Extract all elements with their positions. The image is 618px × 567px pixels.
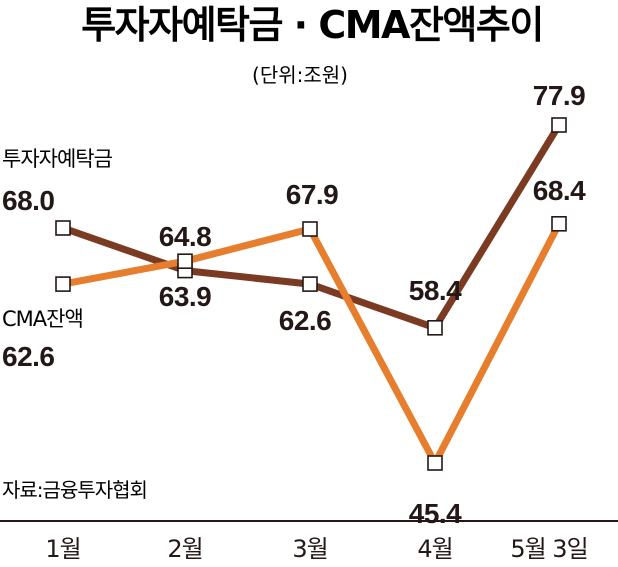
data-labels: 68.0 63.9 62.6 58.4 77.9 62.6 64.8 67.9 45.4 68.4 — [2, 80, 587, 529]
x-axis-ticks: 1월 2월 3월 4월 5월 3일 — [45, 535, 588, 563]
data-label-cma-4: 45.4 — [409, 498, 462, 529]
marker-cma-4 — [427, 455, 443, 471]
marker-deposit-4 — [427, 319, 443, 336]
unit-label: (단위:조원) — [252, 63, 348, 87]
marker-deposit-3 — [302, 276, 318, 292]
series-name-cma: CMA잔액 — [2, 307, 83, 331]
data-label-deposit-5: 77.9 — [533, 80, 586, 111]
x-tick-label-1: 1월 — [45, 535, 80, 563]
data-label-cma-3: 67.9 — [286, 179, 339, 210]
marker-deposit-5 — [551, 117, 567, 133]
data-label-cma-2: 64.8 — [159, 221, 212, 252]
data-label-deposit-3: 62.6 — [279, 305, 332, 336]
data-label-cma-1: 62.6 — [2, 341, 55, 372]
series-name-deposit: 투자자예탁금 — [2, 147, 113, 171]
x-tick-label-5: 5월 3일 — [510, 535, 587, 563]
marker-cma-1 — [55, 276, 71, 292]
marker-cma-5 — [551, 216, 567, 232]
marker-cma-2 — [177, 253, 193, 269]
chart-title: 투자자예탁금 · CMA잔액추이 — [81, 3, 543, 47]
series-markers — [55, 117, 567, 471]
x-tick-label-4: 4월 — [417, 535, 452, 563]
data-label-cma-5: 68.4 — [533, 175, 586, 206]
x-tick-label-3: 3월 — [292, 535, 327, 563]
data-label-deposit-1: 68.0 — [2, 185, 55, 216]
series-lines — [61, 123, 563, 467]
marker-deposit-1 — [55, 220, 71, 236]
series-line-cma — [62, 222, 563, 467]
source-label: 자료:금융투자협회 — [2, 478, 147, 502]
data-label-deposit-4: 58.4 — [409, 275, 462, 306]
marker-cma-3 — [302, 221, 318, 237]
x-tick-label-2: 2월 — [167, 535, 202, 563]
data-label-deposit-2: 63.9 — [159, 281, 212, 312]
